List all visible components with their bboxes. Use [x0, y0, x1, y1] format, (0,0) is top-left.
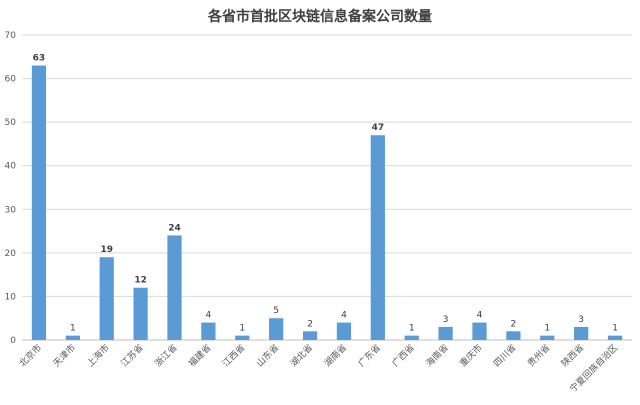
data-label: 4: [477, 311, 483, 321]
data-label: 1: [612, 324, 618, 334]
bar: [370, 135, 385, 340]
x-tick-label: 福建省: [186, 342, 214, 370]
bar: [472, 322, 487, 340]
data-label: 63: [33, 54, 46, 64]
data-label: 5: [273, 306, 279, 316]
bar: [574, 326, 589, 340]
bars: [31, 65, 623, 340]
bar: [540, 335, 555, 340]
bar: [201, 322, 216, 340]
x-tick-label: 海南省: [423, 342, 451, 370]
bar: [336, 322, 352, 340]
bar: [607, 335, 623, 340]
data-label: 1: [70, 324, 76, 334]
x-tick-label: 天津市: [50, 342, 78, 370]
data-label: 19: [100, 245, 113, 255]
x-tick-label: 湖南省: [321, 342, 349, 370]
data-label: 1: [239, 324, 245, 334]
bar: [269, 318, 284, 340]
x-tick-label: 浙江省: [152, 342, 180, 370]
y-axis-ticks: 0 10 20 30 40 50 60 70: [5, 31, 17, 346]
data-label: 24: [168, 223, 181, 233]
x-tick-label: 重庆市: [457, 342, 485, 370]
x-tick-label: 陕西省: [559, 342, 587, 370]
y-tick-label: 10: [5, 292, 17, 302]
bar: [302, 331, 318, 340]
data-label: 1: [544, 324, 550, 334]
x-tick-label: 江西省: [220, 342, 248, 370]
chart-title: 各省市首批区块链信息备案公司数量: [208, 9, 432, 25]
data-label: 12: [134, 276, 147, 286]
x-tick-label: 四川省: [491, 342, 519, 370]
bar: [133, 287, 148, 340]
bar: [235, 335, 250, 340]
data-label: 2: [511, 319, 517, 329]
x-tick-label: 上海市: [84, 342, 112, 370]
y-tick-label: 30: [5, 205, 17, 215]
x-tick-label: 贵州省: [525, 342, 553, 370]
x-tick-label: 山东省: [254, 342, 282, 370]
x-tick-label: 广西省: [389, 342, 417, 370]
x-tick-label: 湖北省: [288, 342, 316, 370]
y-tick-label: 70: [5, 31, 17, 41]
bar: [99, 257, 114, 340]
data-label: 4: [206, 311, 212, 321]
gridlines: [22, 34, 632, 341]
bar: [438, 326, 453, 340]
bar: [506, 331, 521, 340]
y-tick-label: 60: [5, 75, 17, 85]
data-label: 2: [307, 319, 313, 329]
x-axis-labels: 北京市 天津市 上海市 江苏省 浙江省 福建省 江西省 山东省 湖北省 湖南省 广东省 广西省 海南省重…: [16, 342, 620, 395]
y-tick-label: 20: [5, 249, 17, 259]
bar: [65, 335, 80, 340]
data-label: 1: [409, 324, 415, 334]
bar: [404, 335, 419, 340]
data-label: 4: [341, 311, 347, 321]
data-label: 3: [443, 315, 449, 325]
x-tick-label: 江苏省: [118, 342, 146, 370]
y-tick-label: 50: [5, 118, 17, 128]
y-tick-label: 40: [5, 162, 17, 172]
data-label: 3: [578, 315, 584, 325]
x-tick-label: 广东省: [355, 342, 383, 370]
bar: [167, 235, 182, 340]
bar: [31, 65, 47, 340]
data-label: 47: [372, 123, 385, 133]
x-tick-label: 北京市: [16, 342, 44, 370]
y-tick-label: 0: [10, 336, 16, 346]
